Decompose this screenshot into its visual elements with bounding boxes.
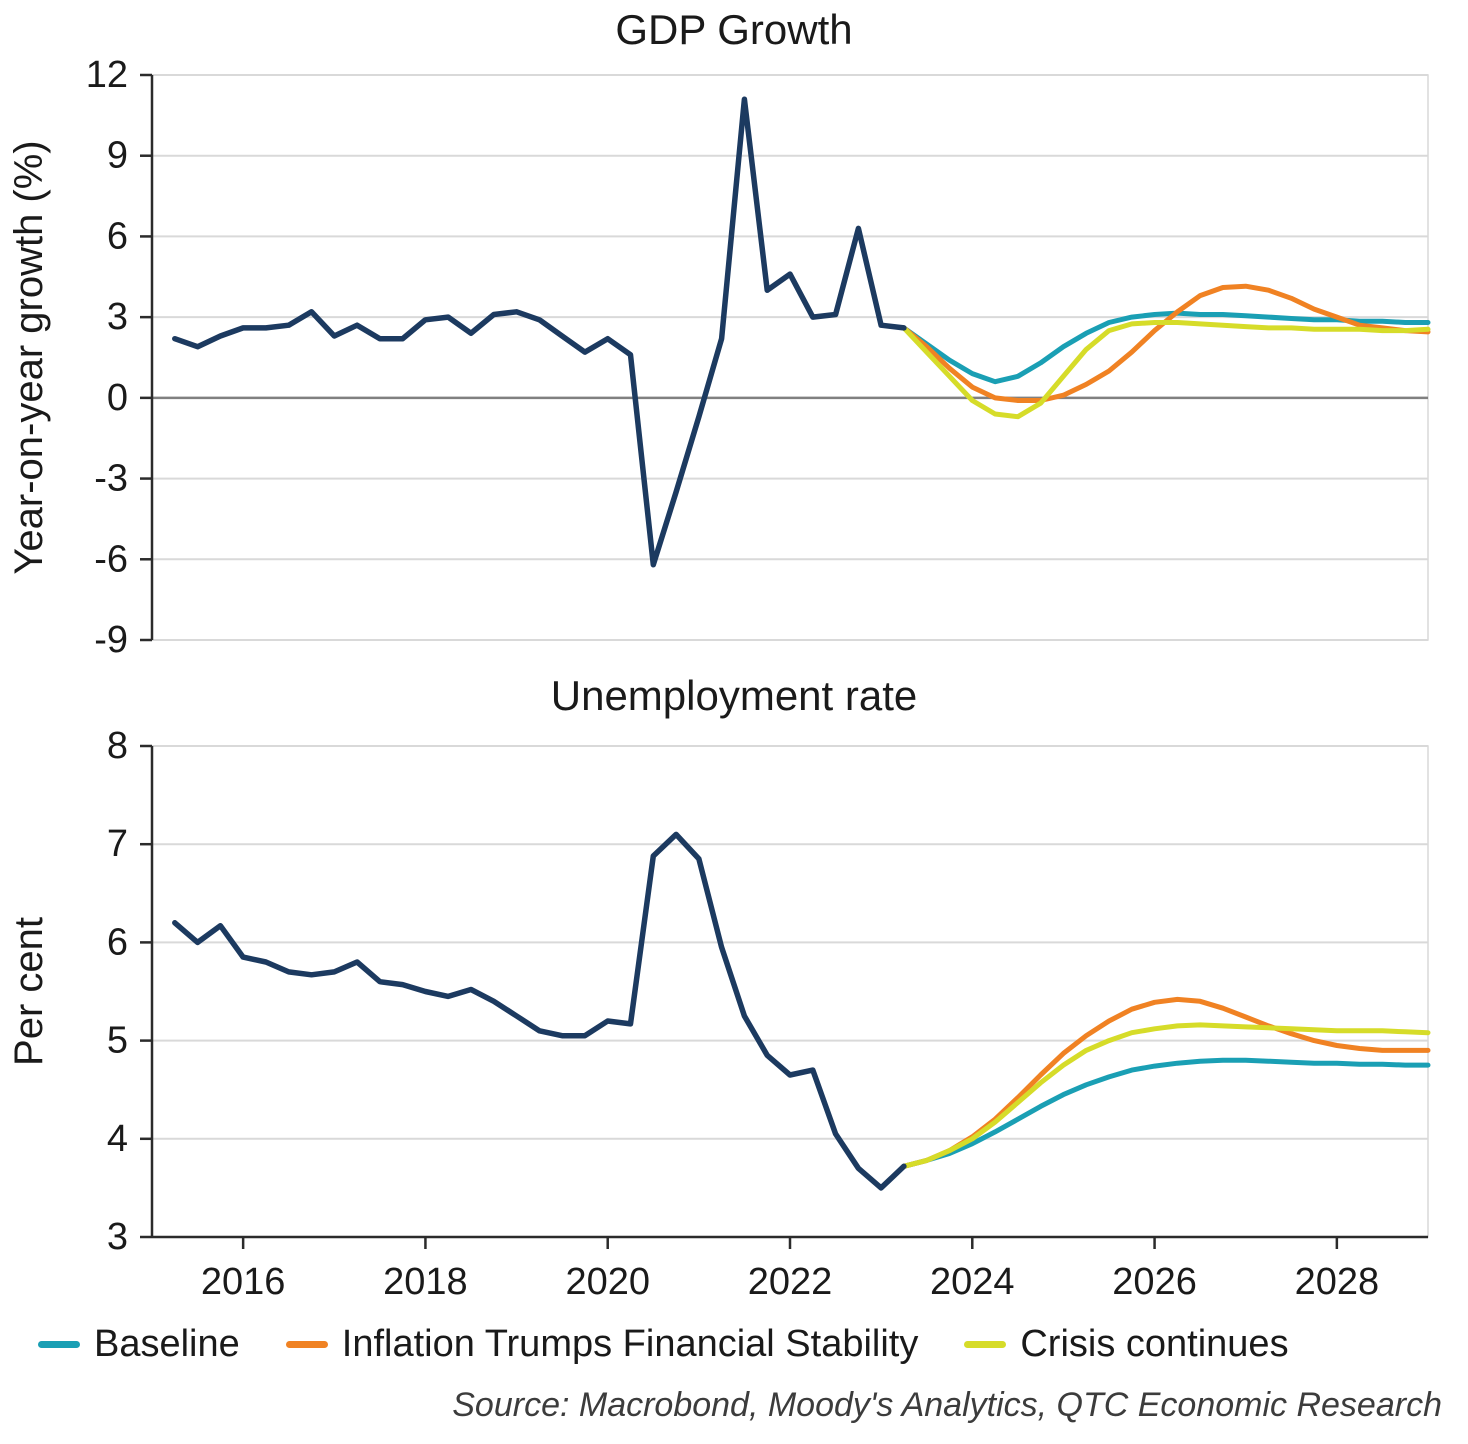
gridlines — [152, 74, 1428, 641]
legend-item-inflation: Inflation Trumps Financial Stability — [285, 1322, 919, 1366]
inflation-line-swatch — [285, 1340, 328, 1348]
plot-border — [151, 745, 1429, 1238]
y-tick-label: 9 — [107, 135, 128, 177]
x-tick-label: 2022 — [748, 1261, 833, 1303]
y-tick-label: 12 — [86, 54, 128, 96]
x-tick-label: 2026 — [1112, 1261, 1197, 1303]
y-tick-label: -6 — [94, 538, 128, 580]
y-tick-label: 6 — [107, 921, 128, 963]
y-tick-label: 4 — [107, 1118, 128, 1160]
series-line-historical — [172, 96, 907, 568]
legend-label-inflation: Inflation Trumps Financial Stability — [341, 1322, 919, 1365]
legend: Baseline Inflation Trumps Financial Stab… — [0, 1316, 1468, 1372]
y-tick-label: 0 — [107, 377, 128, 419]
y-axis-title: Year-on-year growth (%) — [7, 140, 51, 574]
source-note: Source: Macrobond, Moody's Analytics, QT… — [452, 1386, 1442, 1424]
y-tick-label: -3 — [94, 458, 128, 500]
series-line-inflation — [901, 283, 1431, 403]
series-line-baseline — [901, 1057, 1431, 1169]
y-tick-label: 7 — [107, 823, 128, 865]
y-tick-label: 8 — [107, 725, 128, 767]
x-tick-label: 2024 — [930, 1261, 1015, 1303]
y-tick-label: 5 — [107, 1020, 128, 1062]
y-axis: 12 9 6 3 0 -3 -6 -9 — [86, 54, 154, 661]
plot-border — [151, 74, 1429, 641]
series-line-inflation — [901, 996, 1431, 1169]
chart-title: Unemployment rate — [551, 672, 918, 719]
series-line-crisis — [901, 320, 1431, 420]
x-tick-label: 2018 — [383, 1261, 468, 1303]
legend-label-crisis: Crisis continues — [1020, 1322, 1289, 1365]
unemployment-rate-chart: 8 7 6 5 4 3 2016 2018 2020 2022 2024 2026 2028 Unempl… — [7, 672, 1431, 1303]
legend-label-baseline: Baseline — [94, 1322, 240, 1365]
chart-title: GDP Growth — [615, 6, 852, 53]
x-tick-label: 2028 — [1295, 1261, 1380, 1303]
legend-item-baseline: Baseline — [38, 1323, 240, 1366]
gdp-growth-chart: 12 9 6 3 0 -3 -6 -9 GDP Growth Year-on-year growt… — [7, 6, 1431, 661]
y-axis-title: Per cent — [7, 917, 51, 1066]
legend-item-crisis: Crisis continues — [964, 1322, 1289, 1366]
x-tick-label: 2016 — [201, 1261, 286, 1303]
baseline-line-swatch — [38, 1340, 80, 1348]
gridlines — [152, 745, 1428, 1238]
y-tick-label: 6 — [107, 215, 128, 257]
y-tick-label: -9 — [94, 619, 128, 661]
y-tick-label: 3 — [107, 1216, 128, 1258]
y-tick-label: 3 — [107, 296, 128, 338]
y-axis: 8 7 6 5 4 3 — [107, 725, 154, 1258]
x-axis: 2016 2018 2020 2022 2024 2026 2028 — [152, 1235, 1428, 1303]
x-tick-label: 2020 — [565, 1261, 650, 1303]
series-line-crisis — [901, 1022, 1431, 1169]
crisis-line-swatch — [964, 1340, 1007, 1348]
series-line-historical — [172, 831, 907, 1191]
